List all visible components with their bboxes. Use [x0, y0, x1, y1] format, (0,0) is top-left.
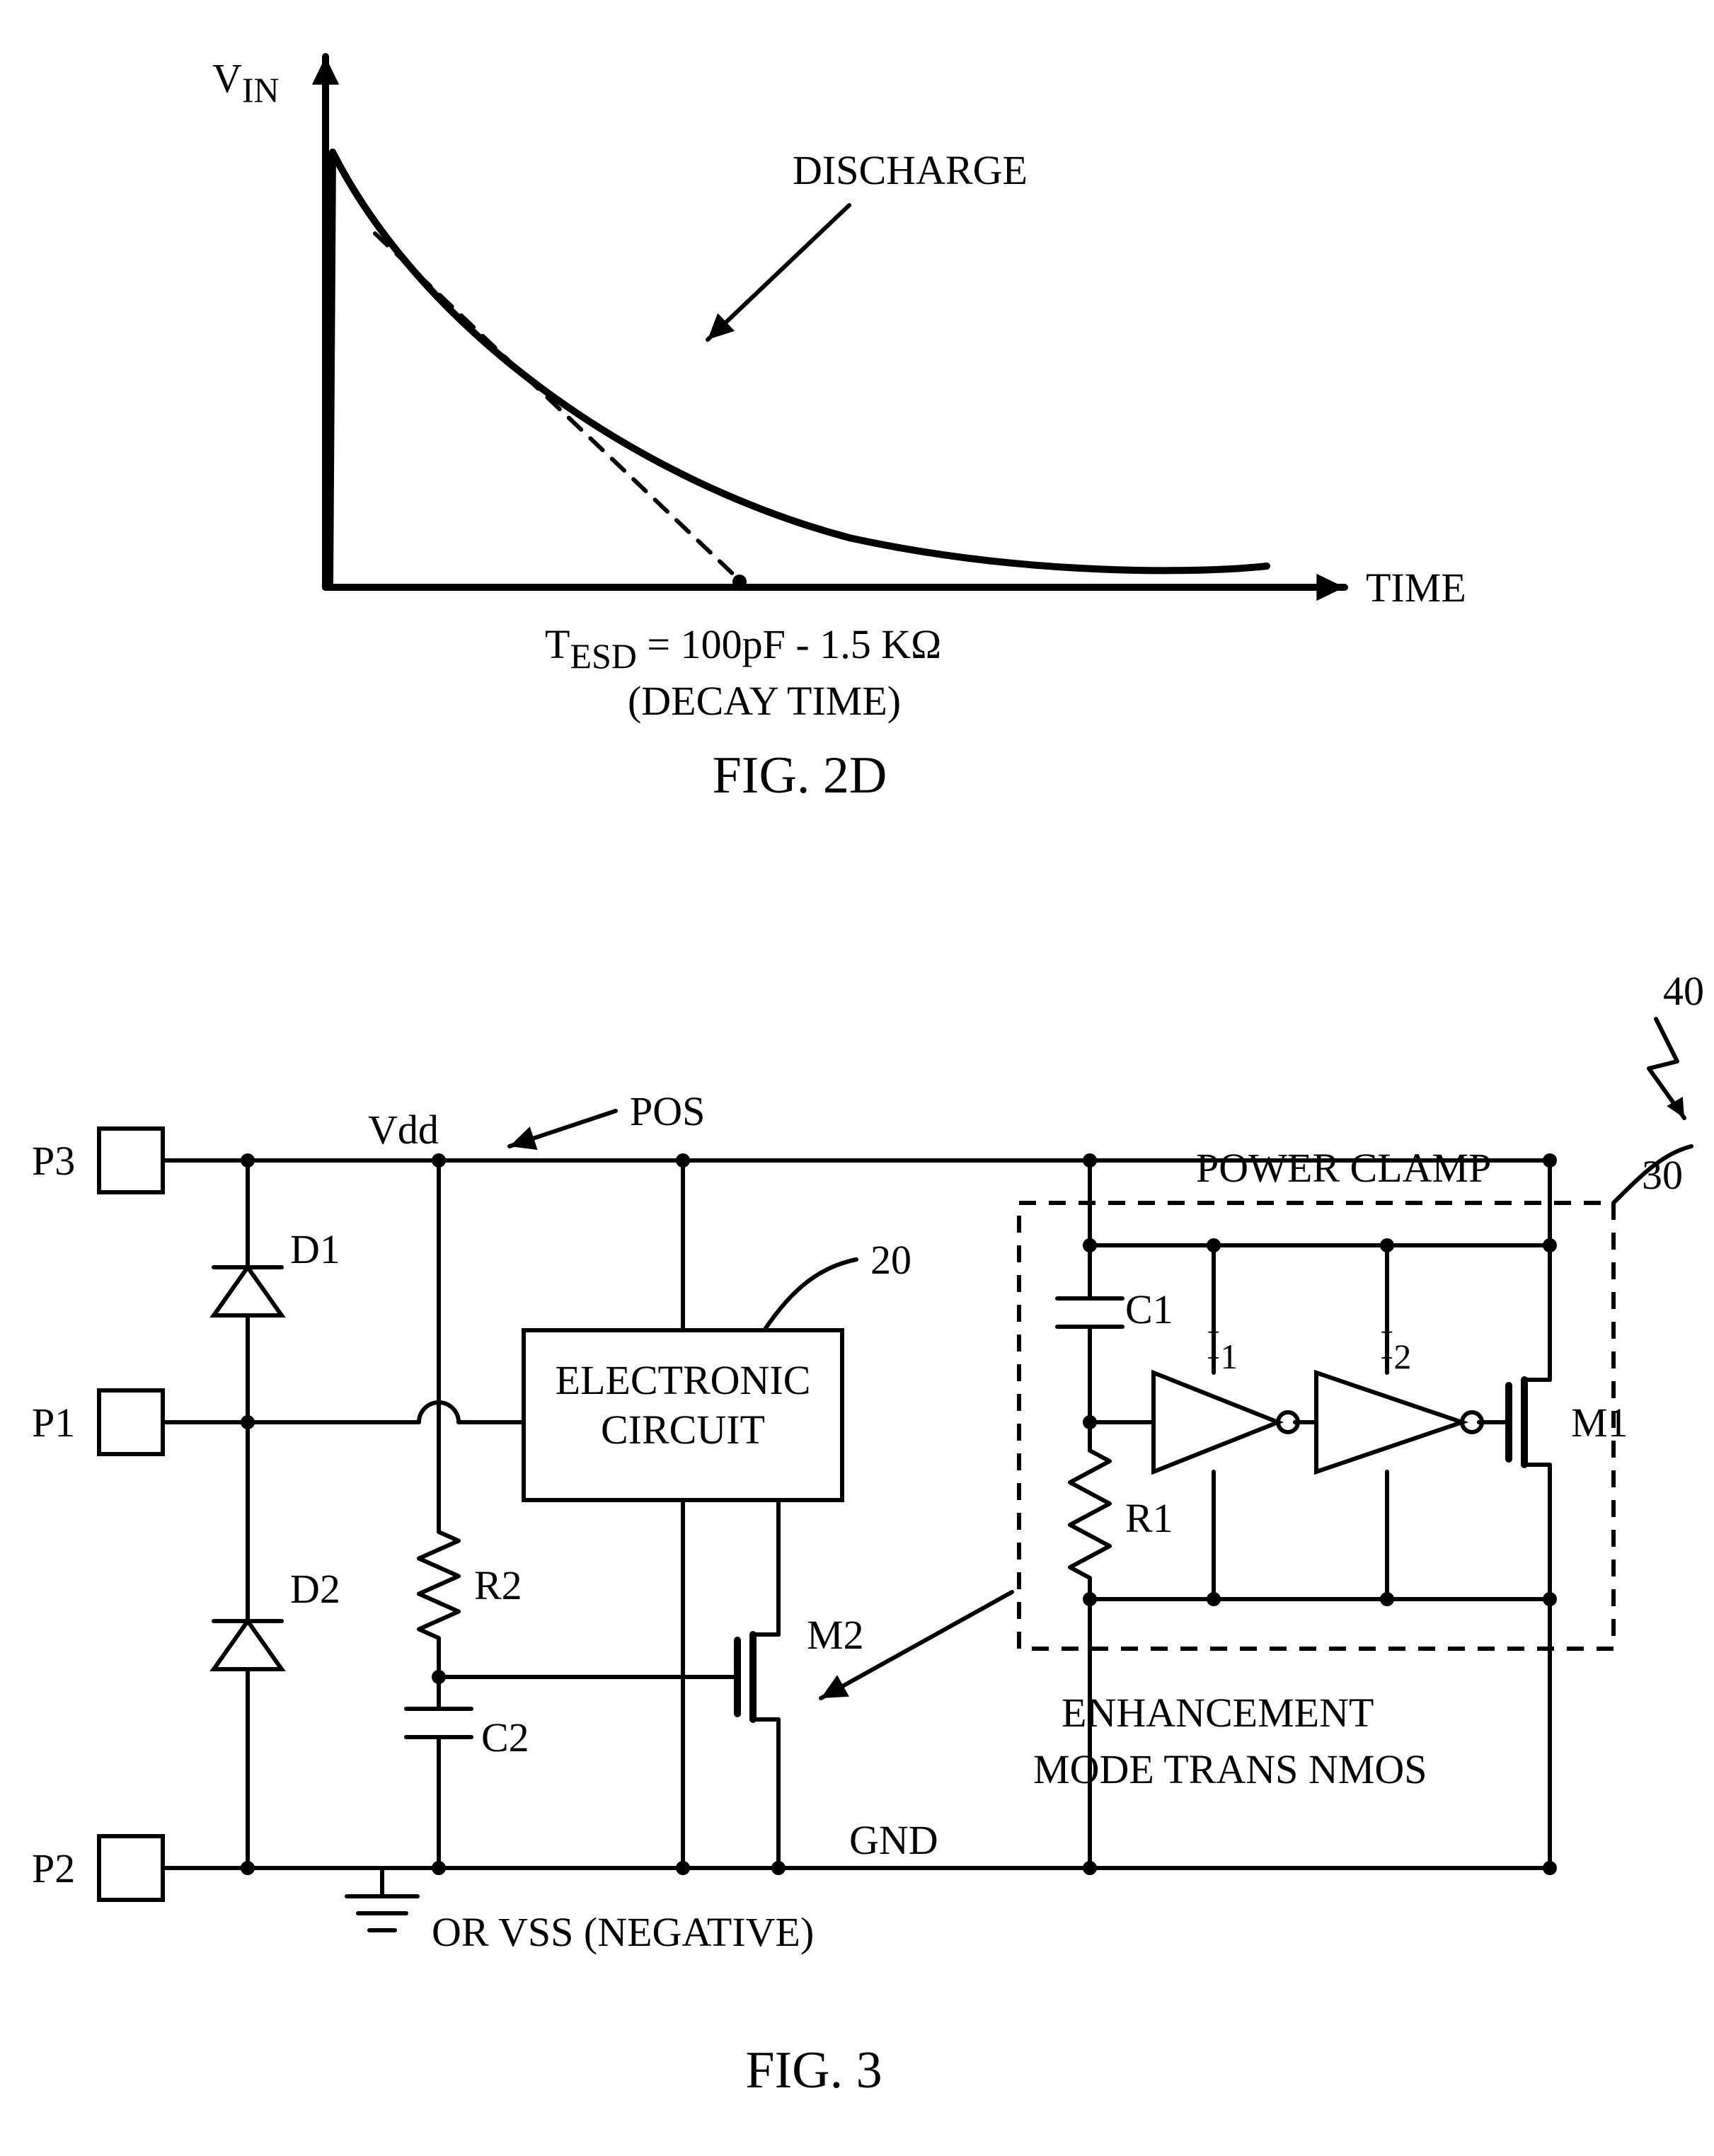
svg-text:M2: M2	[807, 1612, 864, 1658]
svg-text:POWER CLAMP: POWER CLAMP	[1196, 1145, 1491, 1191]
y-axis-label: VIN	[212, 55, 280, 110]
svg-text:20: 20	[870, 1237, 911, 1283]
fig-2d: VIN TIME DISCHARGE TESD = 100pF - 1.5 KΩ(DE…	[212, 55, 1466, 805]
svg-text:C1: C1	[1125, 1286, 1173, 1332]
svg-text:I1: I1	[1207, 1322, 1238, 1376]
x-axis-label: TIME	[1366, 565, 1466, 611]
tesd-label: TESD = 100pF - 1.5 KΩ	[545, 621, 941, 676]
svg-text:D1: D1	[290, 1226, 340, 1272]
svg-text:(DECAY TIME): (DECAY TIME)	[628, 678, 901, 724]
svg-text:P2: P2	[32, 1845, 75, 1891]
svg-text:P1: P1	[32, 1400, 75, 1446]
svg-text:D2: D2	[290, 1566, 340, 1612]
svg-text:40: 40	[1663, 968, 1704, 1014]
discharge-label: DISCHARGE	[793, 147, 1028, 193]
svg-text:30: 30	[1642, 1152, 1683, 1198]
fig2d-caption: FIG. 2D	[713, 746, 887, 805]
svg-text:Vdd: Vdd	[368, 1107, 439, 1153]
svg-text:R1: R1	[1125, 1495, 1173, 1541]
svg-text:R2: R2	[474, 1562, 522, 1608]
fig-3: P3 P1 P2 D1 D2 ELECTRONICCIRCUIT 20 R2 C2 M2 ENHAN…	[32, 968, 1704, 2099]
svg-text:M1: M1	[1571, 1400, 1628, 1446]
svg-text:P3: P3	[32, 1138, 75, 1184]
svg-text:ELECTRONIC: ELECTRONIC	[556, 1357, 811, 1403]
fig3-caption: FIG. 3	[745, 2041, 882, 2099]
svg-text:OR VSS (NEGATIVE): OR VSS (NEGATIVE)	[432, 1909, 814, 1955]
svg-text:ENHANCEMENT: ENHANCEMENT	[1062, 1690, 1374, 1736]
svg-text:I2: I2	[1380, 1322, 1411, 1376]
svg-text:CIRCUIT: CIRCUIT	[601, 1407, 765, 1453]
svg-text:C2: C2	[481, 1714, 529, 1760]
svg-text:MODE TRANS NMOS: MODE TRANS NMOS	[1033, 1746, 1427, 1792]
svg-text:GND: GND	[849, 1817, 938, 1863]
svg-text:POS: POS	[630, 1088, 705, 1134]
